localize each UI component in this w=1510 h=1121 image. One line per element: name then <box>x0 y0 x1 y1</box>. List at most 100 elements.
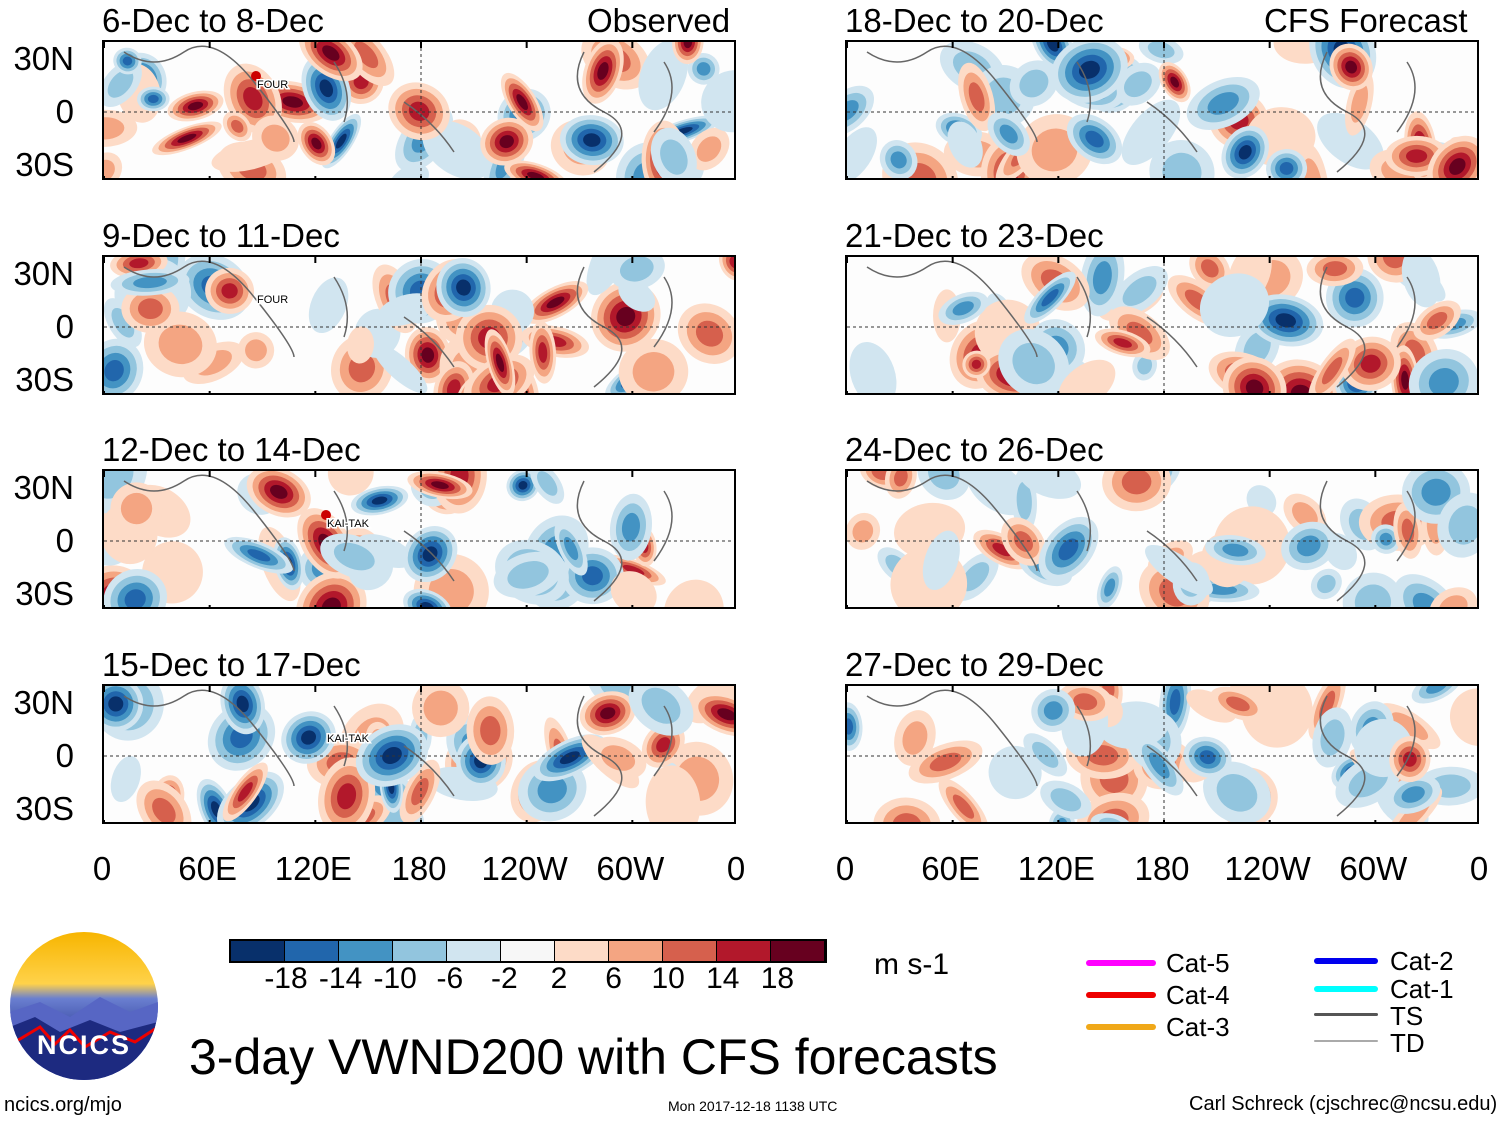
lon-label: 120W <box>481 850 568 887</box>
ncics-logo: NCICS <box>10 932 158 1080</box>
storm-label: KAI-TAK <box>327 733 370 745</box>
coastline <box>866 689 1416 817</box>
site-link[interactable]: ncics.org/mjo <box>4 1094 122 1116</box>
lon-label: 180 <box>391 850 447 887</box>
wind-anomaly-contour <box>1090 813 1132 822</box>
wind-anomaly-contour <box>282 96 303 108</box>
lon-label: 120E <box>1017 850 1095 887</box>
legend-label: Cat-1 <box>1390 974 1454 1004</box>
wind-anomaly-contour <box>892 813 922 822</box>
wind-anomaly-contour <box>346 326 374 364</box>
wind-anomaly-contour <box>718 257 734 281</box>
wind-anomaly-contour <box>1322 261 1348 277</box>
colorbar-label: 14 <box>706 962 740 995</box>
lat-label: 30N <box>13 40 74 77</box>
colorbar-label: 18 <box>760 962 795 995</box>
wind-anomaly-contour <box>1162 152 1202 178</box>
lat-label: 0 <box>55 737 74 774</box>
wind-anomaly-contour <box>245 339 267 362</box>
wind-anomaly-contour <box>107 69 134 98</box>
map-panel: FOUR <box>102 40 736 180</box>
wind-anomaly-contour <box>616 306 636 327</box>
wind-anomaly-contour <box>1428 368 1459 393</box>
wind-anomaly-contour <box>270 484 288 499</box>
legend-line <box>1314 986 1378 992</box>
lon-label: 120E <box>274 850 352 887</box>
colorbar-label: -6 <box>436 962 464 995</box>
colorbar-label: 6 <box>605 962 622 995</box>
panel-title: 15-Dec to 17-Dec <box>102 646 361 683</box>
wind-anomaly-contour <box>1073 693 1098 711</box>
wind-anomaly-contour <box>137 298 163 320</box>
wind-anomaly-contour <box>563 536 579 561</box>
lat-label: 30N <box>13 255 74 292</box>
wind-anomaly-contour <box>622 564 645 576</box>
colorbar-swatch <box>231 941 285 961</box>
coastline <box>866 45 1416 173</box>
wind-anomaly-contour <box>1052 812 1072 822</box>
wind-anomaly-contour <box>456 279 471 296</box>
wind-anomaly-contour <box>717 708 734 721</box>
wind-anomaly-contour <box>947 121 983 168</box>
map-panel: KAI-TAK <box>102 469 736 609</box>
wind-anomaly-contour <box>104 117 125 140</box>
wind-anomaly-contour <box>1296 535 1321 557</box>
legend-label: Cat-4 <box>1166 980 1230 1010</box>
wind-anomaly-contour <box>559 751 580 765</box>
coastline <box>123 260 673 388</box>
wind-anomaly-contour <box>1170 76 1180 88</box>
panel-title: 12-Dec to 14-Dec <box>102 431 361 468</box>
wind-anomaly-contour <box>1031 128 1078 172</box>
colorbar <box>229 939 827 963</box>
wind-anomaly-contour <box>1226 696 1250 712</box>
wind-anomaly-contour <box>660 139 688 175</box>
map-panel <box>845 40 1479 180</box>
wind-anomaly-contour <box>1222 543 1249 557</box>
column-label-observed: Observed <box>587 2 731 39</box>
wind-anomaly-contour <box>420 601 435 607</box>
wind-anomaly-contour <box>1186 689 1237 723</box>
colorbar-swatch <box>717 941 771 961</box>
wind-anomaly-contour <box>1426 686 1448 694</box>
wind-anomaly-contour <box>600 707 616 720</box>
wind-anomaly-contour <box>1058 538 1079 561</box>
wind-anomaly-contour <box>187 101 204 111</box>
wind-anomaly-contour <box>104 360 124 382</box>
coastline <box>866 260 1416 388</box>
panel-title: 18-Dec to 20-Dec <box>845 2 1104 39</box>
colorbar-units: m s-1 <box>874 948 949 981</box>
storm-label: FOUR <box>257 79 288 91</box>
wind-anomaly-contour <box>1137 356 1153 375</box>
lon-label: 60W <box>596 850 665 887</box>
legend-line <box>1314 1013 1378 1016</box>
wind-anomaly-contour <box>1439 595 1468 607</box>
author: Carl Schreck (cjschrec@ncsu.edu) <box>1189 1093 1498 1115</box>
lon-label: 0 <box>1469 850 1489 887</box>
wind-anomaly-contour <box>696 136 722 162</box>
wind-anomaly-contour <box>1429 587 1477 607</box>
column-label-forecast: CFS Forecast <box>1264 2 1468 39</box>
wind-anomaly-contour <box>1050 788 1082 812</box>
wind-anomaly-contour <box>1199 273 1270 337</box>
wind-anomaly-contour <box>1013 531 1033 552</box>
wind-anomaly-contour <box>1126 321 1153 345</box>
wind-anomaly-contour <box>1320 719 1345 756</box>
wind-anomaly-contour <box>894 471 908 487</box>
colorbar-label: -10 <box>373 962 417 995</box>
wind-anomaly-contour <box>507 561 549 589</box>
wind-anomaly-contour <box>124 589 146 607</box>
wind-anomaly-contour <box>992 542 1012 557</box>
colorbar-swatch <box>609 941 663 961</box>
wind-anomaly-contour <box>610 571 657 607</box>
wind-anomaly-contour <box>1275 313 1296 328</box>
wind-anomaly-contour <box>847 127 877 178</box>
lat-label: 30S <box>15 575 74 612</box>
wind-anomaly-contour <box>411 777 429 806</box>
wind-anomaly-contour <box>1290 384 1312 393</box>
wind-anomaly-contour <box>111 307 135 338</box>
colorbar-swatch <box>771 941 825 961</box>
lat-label: 30N <box>13 469 74 506</box>
wind-anomaly-contour <box>1121 471 1152 495</box>
colorbar-label: -14 <box>318 962 363 995</box>
wind-anomaly-contour <box>586 257 632 296</box>
